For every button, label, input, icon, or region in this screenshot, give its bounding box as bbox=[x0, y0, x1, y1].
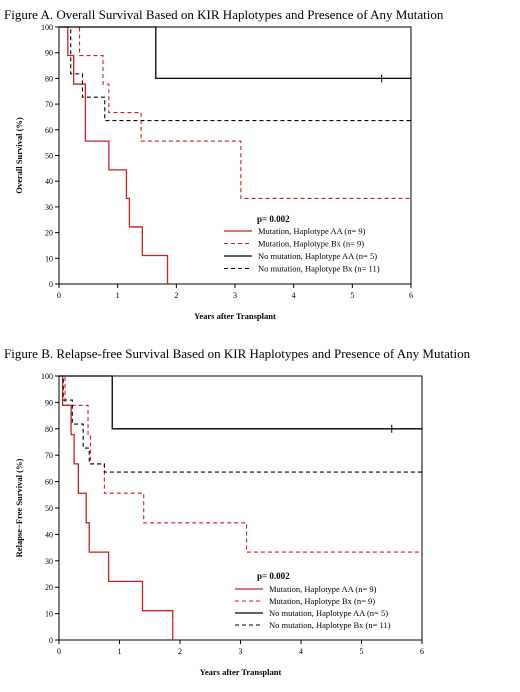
x-tick-label: 2 bbox=[178, 647, 182, 656]
y-tick-label: 10 bbox=[45, 254, 53, 263]
x-tick-label: 0 bbox=[57, 291, 61, 300]
legend-entry-4: No mutation, Haplotype Bx (n= 11) bbox=[258, 264, 380, 274]
x-axis-label: Years after Transplant bbox=[194, 311, 276, 321]
legend-entry-3: No mutation, Haplotype AA (n= 5) bbox=[258, 251, 377, 261]
series-line-1 bbox=[59, 375, 174, 640]
legend-entry-1: Mutation, Haplotype AA (n= 9) bbox=[269, 584, 377, 594]
y-tick-label: 20 bbox=[45, 229, 53, 238]
y-tick-label: 0 bbox=[49, 636, 53, 645]
y-tick-label: 10 bbox=[45, 610, 53, 619]
series-line-4 bbox=[59, 375, 422, 473]
series-line-1 bbox=[59, 26, 169, 284]
y-tick-label: 40 bbox=[45, 177, 53, 186]
y-tick-label: 30 bbox=[45, 203, 53, 212]
series-line-4 bbox=[59, 26, 411, 122]
x-tick-label: 5 bbox=[360, 647, 364, 656]
y-tick-label: 80 bbox=[45, 74, 53, 83]
legend-entry-2: Mutation, Haplotype Bx (n= 9) bbox=[258, 239, 364, 249]
y-tick-label: 60 bbox=[45, 478, 53, 487]
y-tick-label: 100 bbox=[41, 23, 53, 32]
y-tick-label: 40 bbox=[45, 530, 53, 539]
y-tick-label: 90 bbox=[45, 398, 53, 407]
y-tick-label: 100 bbox=[41, 372, 53, 381]
series-line-2 bbox=[59, 375, 422, 553]
x-tick-label: 4 bbox=[299, 647, 303, 656]
y-tick-label: 80 bbox=[45, 425, 53, 434]
x-tick-label: 5 bbox=[350, 291, 354, 300]
y-tick-label: 30 bbox=[45, 557, 53, 566]
y-tick-label: 90 bbox=[45, 49, 53, 58]
x-tick-label: 1 bbox=[116, 291, 120, 300]
x-tick-label: 2 bbox=[174, 291, 178, 300]
y-axis-label: Overall Survival (%) bbox=[14, 117, 24, 194]
figure-b-title: Figure B. Relapse-free Survival Based on… bbox=[4, 346, 471, 361]
y-tick-label: 50 bbox=[45, 504, 53, 513]
y-tick-label: 60 bbox=[45, 126, 53, 135]
x-tick-label: 4 bbox=[292, 291, 296, 300]
figure-a-title: Figure A. Overall Survival Based on KIR … bbox=[4, 7, 444, 22]
x-tick-label: 1 bbox=[118, 647, 122, 656]
x-tick-label: 3 bbox=[239, 647, 243, 656]
x-tick-label: 6 bbox=[409, 291, 413, 300]
series-line-3 bbox=[59, 26, 411, 80]
x-axis-label: Years after Transplant bbox=[200, 667, 282, 677]
p-value-annotation: p= 0.002 bbox=[257, 214, 290, 224]
legend-entry-4: No mutation, Haplotype Bx (n= 11) bbox=[269, 620, 391, 630]
series-line-3 bbox=[59, 375, 422, 430]
legend-entry-1: Mutation, Haplotype AA (n= 9) bbox=[258, 226, 366, 236]
x-tick-label: 0 bbox=[57, 647, 61, 656]
x-tick-label: 6 bbox=[420, 647, 424, 656]
legend-entry-3: No mutation, Haplotype AA (n= 5) bbox=[269, 608, 388, 618]
y-tick-label: 70 bbox=[45, 100, 53, 109]
y-tick-label: 70 bbox=[45, 451, 53, 460]
p-value-annotation: p= 0.002 bbox=[257, 571, 290, 581]
y-tick-label: 20 bbox=[45, 583, 53, 592]
x-tick-label: 3 bbox=[233, 291, 237, 300]
legend-entry-2: Mutation, Haplotype Bx (n= 9) bbox=[269, 596, 375, 606]
y-axis-label: Relapse−Free Survival (%) bbox=[14, 459, 24, 558]
figure-a-chart: 0 10 20 30 40 50 60 70 80 90 100 0 1 2 3 4 5 6 Overall Sur… bbox=[14, 23, 413, 321]
y-tick-label: 50 bbox=[45, 152, 53, 161]
series-line-2 bbox=[59, 26, 411, 199]
y-tick-label: 0 bbox=[49, 280, 53, 289]
